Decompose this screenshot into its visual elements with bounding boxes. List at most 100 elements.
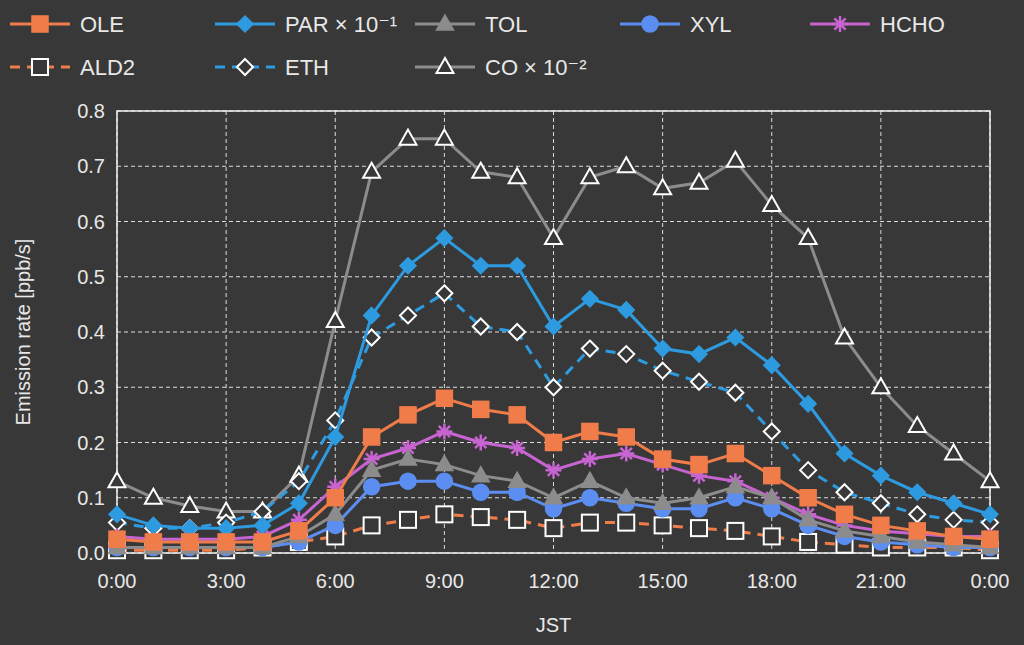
y-tick-label: 0.4 (77, 321, 105, 343)
marker (727, 152, 744, 167)
marker (436, 230, 452, 246)
x-tick-label: 3:00 (207, 570, 246, 592)
marker (400, 450, 417, 465)
marker (764, 468, 780, 484)
series (109, 130, 999, 518)
marker (32, 59, 48, 75)
x-tick-label: 15:00 (638, 570, 688, 592)
marker (109, 472, 126, 487)
marker (437, 15, 454, 30)
marker (509, 168, 526, 183)
marker (145, 489, 162, 504)
x-tick-label: 18:00 (747, 570, 797, 592)
marker (237, 16, 253, 32)
marker (182, 534, 198, 550)
legend-label: PAR × 10⁻¹ (285, 12, 397, 37)
marker (509, 440, 525, 456)
marker (909, 523, 925, 539)
marker (582, 451, 598, 467)
marker (655, 363, 671, 379)
series-line (117, 398, 990, 542)
marker (727, 478, 744, 493)
marker (764, 357, 780, 373)
marker (763, 196, 780, 211)
marker (800, 229, 817, 244)
marker (764, 423, 780, 439)
marker (654, 179, 671, 194)
y-tick-label: 0.6 (77, 211, 105, 233)
marker (473, 318, 489, 334)
marker (291, 473, 307, 489)
marker (473, 509, 489, 525)
marker (642, 16, 658, 32)
marker (800, 462, 816, 478)
marker (364, 307, 380, 323)
marker (472, 163, 489, 178)
marker (436, 506, 452, 522)
marker (873, 517, 889, 533)
marker (472, 467, 489, 482)
marker (618, 489, 635, 504)
marker (109, 506, 125, 522)
marker (400, 407, 416, 423)
marker (473, 258, 489, 274)
marker (800, 490, 816, 506)
marker (763, 489, 780, 504)
marker (582, 291, 598, 307)
marker (400, 473, 416, 489)
x-tick-label: 0:00 (971, 570, 1010, 592)
marker (291, 495, 307, 511)
series (109, 285, 998, 536)
marker (909, 417, 926, 432)
marker (545, 489, 562, 504)
marker (400, 307, 416, 323)
marker (363, 163, 380, 178)
marker (400, 130, 417, 145)
marker (837, 506, 853, 522)
x-tick-label: 0:00 (98, 570, 137, 592)
marker (32, 16, 48, 32)
marker (509, 324, 525, 340)
grid-line (880, 111, 881, 553)
legend-label: ALD2 (80, 55, 135, 80)
marker (145, 534, 161, 550)
marker (837, 484, 853, 500)
marker (654, 494, 671, 509)
series-line (117, 481, 990, 547)
grid-line (117, 166, 990, 167)
marker (764, 528, 780, 544)
legend-label: ETH (285, 55, 329, 80)
marker (327, 429, 343, 445)
marker (873, 495, 889, 511)
series-line (117, 139, 990, 512)
marker (691, 489, 708, 504)
marker (909, 506, 925, 522)
marker (727, 446, 743, 462)
series-line (117, 459, 990, 547)
series (109, 423, 998, 547)
marker (655, 517, 671, 533)
marker (618, 446, 634, 462)
marker (581, 472, 598, 487)
marker (546, 318, 562, 334)
marker (145, 517, 161, 533)
series-line (117, 431, 990, 539)
marker (691, 346, 707, 362)
marker (436, 130, 453, 145)
marker (546, 462, 562, 478)
marker (364, 429, 380, 445)
grid-line (771, 111, 772, 553)
marker (436, 390, 452, 406)
legend: OLEPAR × 10⁻¹TOLXYLHCHOALD2ETHCO × 10⁻² (10, 12, 945, 80)
y-tick-label: 0.5 (77, 266, 105, 288)
y-tick-label: 0.7 (77, 155, 105, 177)
marker (655, 341, 671, 357)
marker (436, 456, 453, 471)
marker (764, 490, 780, 506)
marker (618, 157, 635, 172)
x-tick-label: 9:00 (425, 570, 464, 592)
marker (691, 520, 707, 536)
series (109, 230, 998, 536)
plot-frame (117, 111, 990, 553)
x-tick-label: 12:00 (528, 570, 578, 592)
